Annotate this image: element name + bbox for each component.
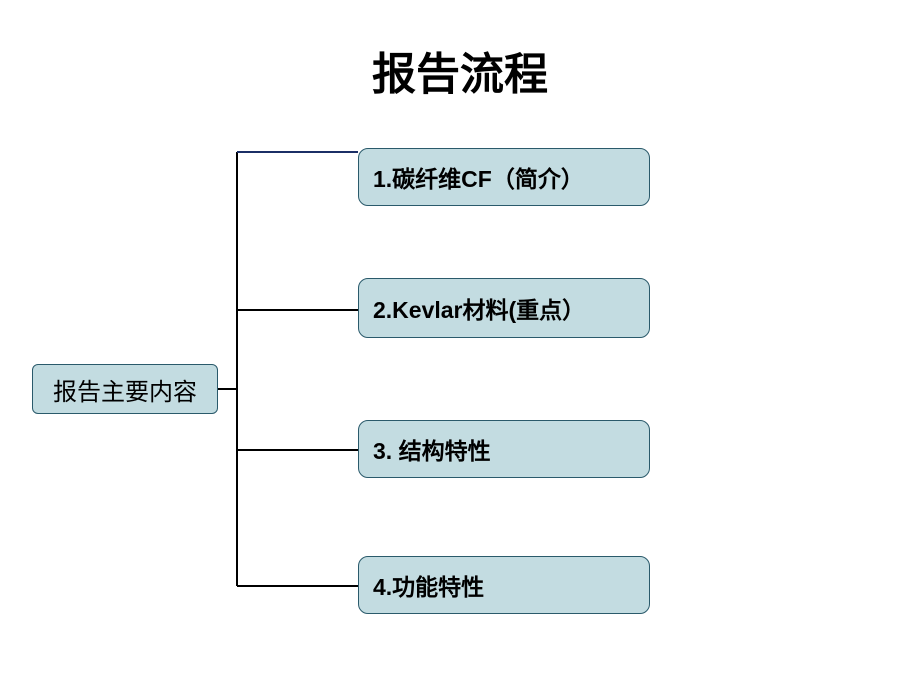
child-node-2: 2.Kevlar材料(重点） <box>358 278 650 338</box>
page-title: 报告流程 <box>0 38 920 102</box>
root-node-label: 报告主要内容 <box>53 372 197 407</box>
child-node-4-label: 4.功能特性 <box>373 568 484 602</box>
child-node-3-label: 3. 结构特性 <box>373 432 491 466</box>
child-node-4: 4.功能特性 <box>358 556 650 614</box>
root-node: 报告主要内容 <box>32 364 218 414</box>
child-node-1-label: 1.碳纤维CF（简介） <box>373 160 584 194</box>
child-node-1: 1.碳纤维CF（简介） <box>358 148 650 206</box>
child-node-2-label: 2.Kevlar材料(重点） <box>373 291 585 325</box>
child-node-3: 3. 结构特性 <box>358 420 650 478</box>
